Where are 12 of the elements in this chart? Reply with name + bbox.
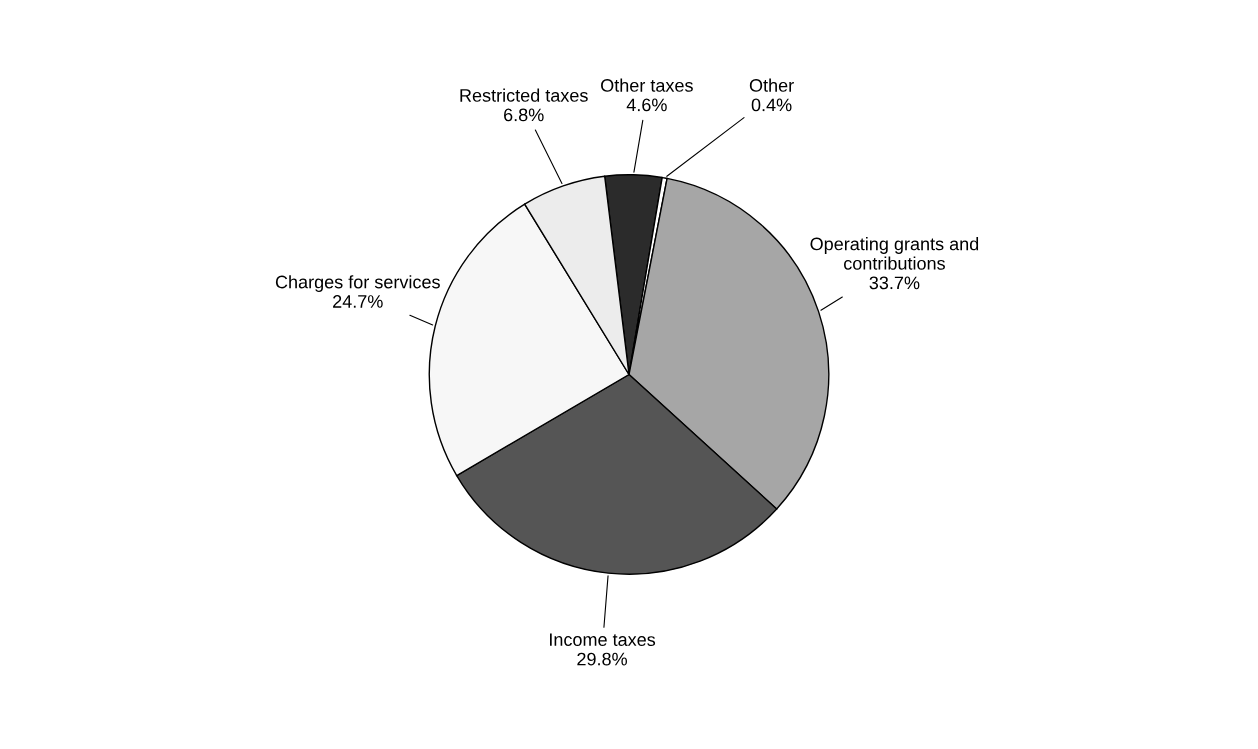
data-label: 33.7% xyxy=(869,276,920,290)
data-label: 29.8% xyxy=(577,652,627,666)
slice-label: Other taxes xyxy=(601,78,693,92)
slice-label: Income taxes xyxy=(550,633,656,647)
slice-label: Charges for services xyxy=(275,275,440,292)
data-label: 24.7% xyxy=(333,295,383,308)
data-label: 4.6% xyxy=(626,98,667,112)
slice-label: Operating grants and contributions xyxy=(810,237,979,270)
slice-label: Other xyxy=(749,78,794,92)
data-label: 6.8% xyxy=(504,108,544,122)
slice-label: Restricted taxes xyxy=(460,88,588,102)
data-label: 0.4% xyxy=(751,98,792,112)
